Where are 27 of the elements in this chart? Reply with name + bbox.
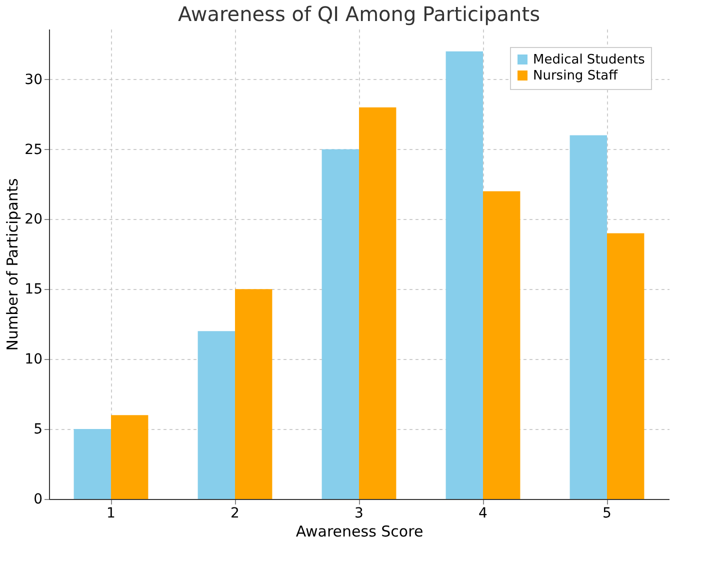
y-tick-label: 5 (34, 422, 42, 438)
y-tick-label: 10 (24, 352, 42, 368)
bar (198, 331, 235, 499)
bar (235, 289, 272, 499)
y-tick-label: 30 (24, 72, 42, 88)
x-tick-label: 3 (354, 506, 364, 522)
bar (359, 107, 396, 499)
x-tick-label: 4 (478, 506, 488, 522)
bar (483, 191, 520, 499)
x-tick-label: 1 (106, 506, 116, 522)
y-tick-label: 0 (34, 492, 42, 508)
y-tick-label: 15 (24, 282, 42, 298)
bar (322, 149, 359, 499)
y-tick-label: 20 (24, 212, 42, 228)
y-tick-label: 25 (24, 142, 42, 158)
bar (111, 415, 148, 499)
bar (607, 233, 644, 499)
chart-title: Awareness of QI Among Participants (178, 2, 540, 26)
legend-label: Nursing Staff (533, 68, 619, 84)
x-tick-label: 5 (602, 506, 612, 522)
bar (74, 429, 111, 499)
bar (570, 135, 607, 499)
x-axis-title: Awareness Score (296, 522, 424, 540)
bar (446, 51, 483, 499)
legend-label: Medical Students (533, 52, 646, 68)
x-tick-label: 2 (230, 506, 240, 522)
y-axis-title: Number of Participants (4, 178, 22, 351)
